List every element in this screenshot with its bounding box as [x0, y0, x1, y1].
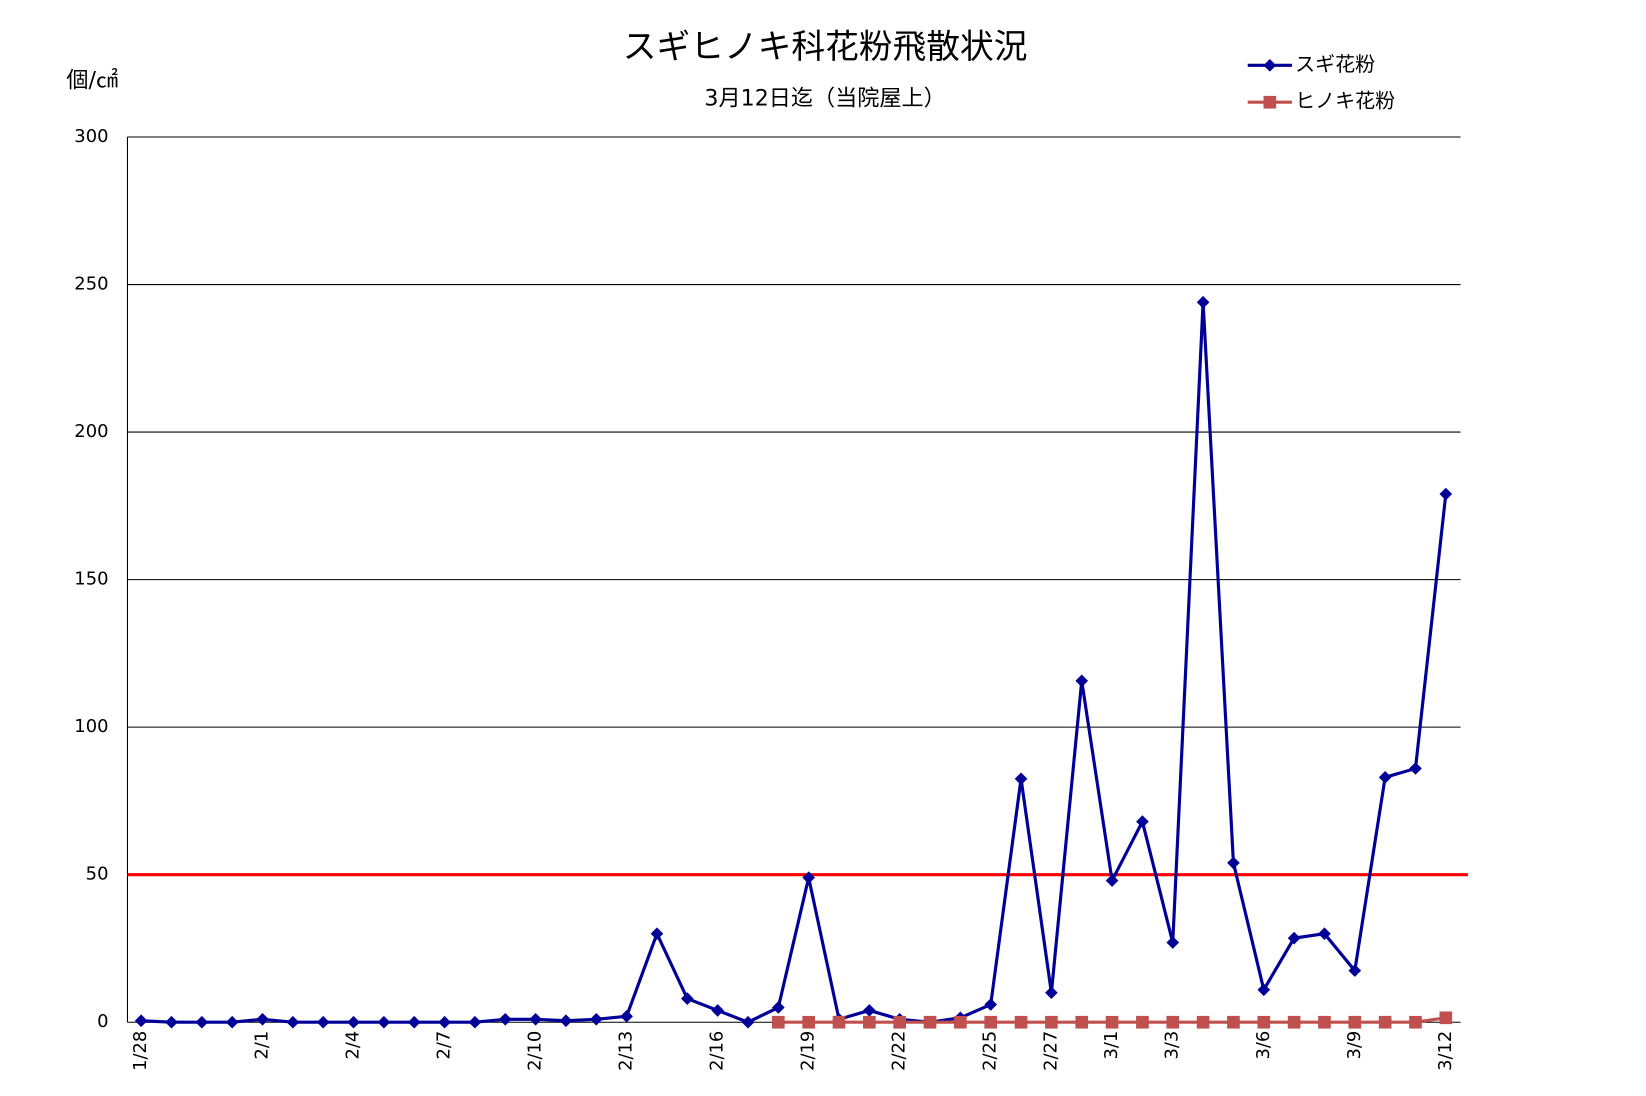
- point: [771, 1001, 785, 1014]
- x-tick-label: 2/19: [798, 1031, 819, 1071]
- point: [195, 1015, 209, 1029]
- y-tick-label: 250: [74, 274, 108, 295]
- point: [1227, 856, 1240, 870]
- point: [1045, 986, 1058, 1000]
- x-tick-label: 2/7: [434, 1031, 455, 1060]
- point: [225, 1015, 239, 1029]
- point: [316, 1015, 330, 1029]
- legend-label: スギ花粉: [1295, 52, 1375, 76]
- point: [134, 1014, 148, 1028]
- point: [1014, 1015, 1028, 1029]
- point: [1439, 1011, 1453, 1025]
- series-line: [141, 302, 1448, 1024]
- x-tick-label: 2/1: [252, 1031, 273, 1060]
- point: [771, 1015, 785, 1029]
- x-tick-label: 3/1: [1101, 1031, 1122, 1060]
- point: [802, 1015, 815, 1029]
- x-tick-label: 2/16: [707, 1031, 728, 1071]
- point: [620, 1010, 633, 1023]
- chart-subtitle: 3月12日迄（当院屋上）: [704, 86, 945, 112]
- point: [1196, 1015, 1210, 1029]
- point: [468, 1015, 482, 1029]
- y-axis-label: 個/㎠: [66, 68, 118, 94]
- point: [498, 1012, 512, 1026]
- point: [1287, 1015, 1301, 1029]
- point: [1045, 1015, 1058, 1029]
- x-tick-label: 3/9: [1344, 1031, 1365, 1060]
- point: [802, 871, 815, 884]
- y-tick-label: 150: [74, 569, 108, 590]
- point: [256, 1012, 269, 1026]
- x-tick-label: 3/3: [1162, 1031, 1183, 1060]
- point: [529, 1012, 542, 1026]
- point: [1348, 1015, 1362, 1029]
- point: [165, 1015, 178, 1029]
- point: [711, 1004, 724, 1017]
- point: [1378, 1015, 1392, 1029]
- point: [863, 1004, 876, 1017]
- x-tick-label: 3/6: [1253, 1031, 1274, 1060]
- x-tick-label: 2/10: [525, 1031, 546, 1071]
- point: [1227, 1015, 1240, 1029]
- chart-title: スギヒノキ科花粉飛散状況: [623, 27, 1028, 66]
- legend-marker: [1263, 95, 1277, 109]
- point: [741, 1015, 755, 1029]
- point: [1409, 762, 1422, 775]
- x-tick-label: 2/22: [889, 1031, 910, 1071]
- point: [559, 1014, 573, 1028]
- point: [832, 1015, 846, 1029]
- point: [1257, 1015, 1271, 1029]
- point: [1166, 1015, 1180, 1029]
- y-tick-label: 300: [74, 126, 108, 147]
- point: [1166, 936, 1180, 949]
- x-tick-label: 2/4: [343, 1031, 364, 1060]
- point: [1287, 931, 1301, 945]
- point: [984, 1015, 998, 1029]
- y-tick-label: 0: [97, 1011, 108, 1032]
- point: [863, 1015, 876, 1029]
- point: [680, 992, 694, 1005]
- point: [923, 1015, 937, 1029]
- x-tick-label: 2/27: [1040, 1031, 1061, 1071]
- point: [1439, 487, 1453, 501]
- x-tick-label: 3/12: [1435, 1031, 1456, 1071]
- point: [589, 1012, 603, 1026]
- point: [954, 1015, 967, 1029]
- point: [347, 1015, 360, 1029]
- point: [1318, 1015, 1331, 1029]
- point: [984, 998, 998, 1011]
- point: [1196, 295, 1210, 309]
- point: [1075, 1015, 1089, 1029]
- point: [407, 1015, 421, 1029]
- point: [1136, 815, 1149, 828]
- point: [650, 927, 664, 941]
- point: [377, 1015, 391, 1029]
- point: [1105, 1015, 1119, 1029]
- legend-label: ヒノキ花粉: [1295, 89, 1395, 113]
- x-tick-label: 2/13: [616, 1031, 637, 1071]
- x-tick-label: 1/28: [130, 1031, 151, 1071]
- y-tick-label: 200: [74, 421, 108, 442]
- point: [893, 1015, 907, 1029]
- point: [438, 1015, 451, 1029]
- point: [1075, 674, 1089, 688]
- point: [286, 1015, 300, 1029]
- legend-marker: [1263, 59, 1277, 72]
- y-tick-label: 50: [86, 864, 109, 885]
- x-tick-label: 2/25: [980, 1031, 1001, 1071]
- point: [1409, 1015, 1422, 1029]
- y-tick-label: 100: [74, 716, 108, 737]
- point: [1318, 927, 1331, 941]
- point: [1014, 772, 1028, 786]
- point: [1378, 770, 1392, 784]
- point: [1348, 964, 1362, 977]
- point: [1136, 1015, 1149, 1029]
